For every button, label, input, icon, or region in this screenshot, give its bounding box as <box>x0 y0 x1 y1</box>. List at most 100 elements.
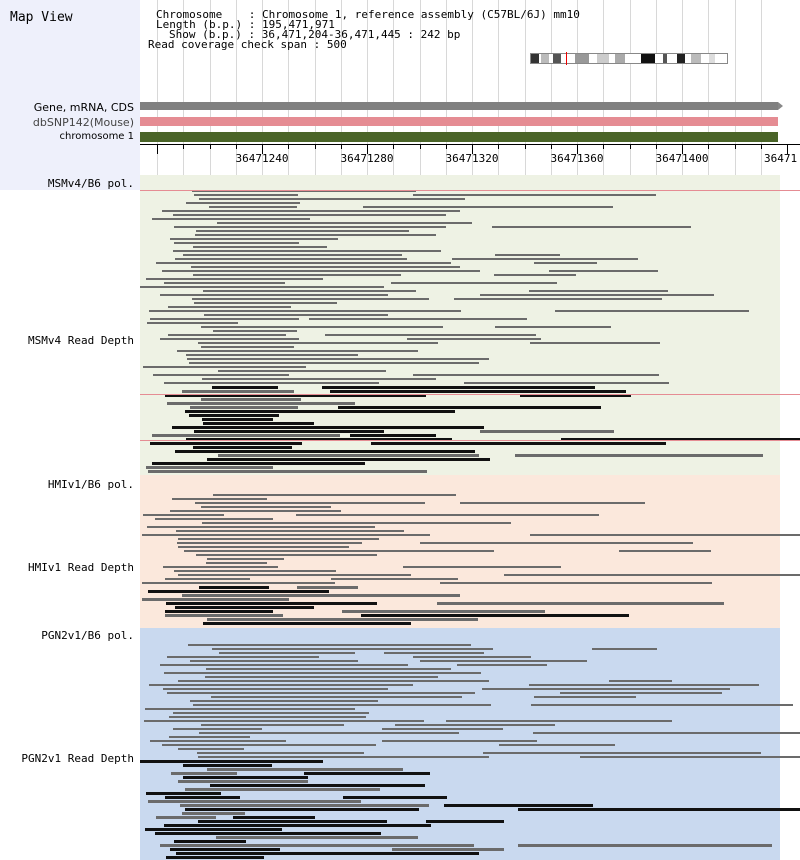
msm-read[interactable] <box>196 230 409 232</box>
hmi-read[interactable] <box>213 494 456 496</box>
msm-read[interactable] <box>549 270 658 272</box>
msm-read[interactable] <box>140 286 384 288</box>
pgn-read[interactable] <box>205 676 438 678</box>
pgn-read[interactable] <box>188 644 471 646</box>
pgn-read[interactable] <box>167 692 475 694</box>
pgn-read[interactable] <box>212 648 493 650</box>
msm-read[interactable] <box>193 246 327 248</box>
msm-read[interactable] <box>203 422 314 425</box>
msm-read[interactable] <box>330 390 626 393</box>
msm-read[interactable] <box>492 226 691 228</box>
hmi-read[interactable] <box>619 550 711 552</box>
pgn-read[interactable] <box>198 820 387 823</box>
pgn-read[interactable] <box>183 764 272 767</box>
pgn-read[interactable] <box>180 804 429 807</box>
hmi-read[interactable] <box>165 578 250 580</box>
hmi-read[interactable] <box>361 614 629 617</box>
msm-read[interactable] <box>150 318 299 320</box>
msm-read[interactable] <box>152 462 365 465</box>
hmi-read[interactable] <box>331 578 458 580</box>
msm-read[interactable] <box>187 358 489 360</box>
pgn-read[interactable] <box>382 740 537 742</box>
pgn-read[interactable] <box>446 720 672 722</box>
hmi-read[interactable] <box>175 606 314 609</box>
hmi-read[interactable] <box>207 558 284 560</box>
msm-read[interactable] <box>193 446 292 449</box>
msm-read[interactable] <box>186 438 452 441</box>
msm-read[interactable] <box>175 450 475 453</box>
hmi-read[interactable] <box>143 514 224 516</box>
msm-read[interactable] <box>204 314 388 316</box>
msm-read[interactable] <box>162 210 460 212</box>
pgn-read[interactable] <box>609 680 672 682</box>
hmi-read[interactable] <box>403 566 561 568</box>
pgn-read[interactable] <box>482 688 730 690</box>
msm-read[interactable] <box>160 338 299 340</box>
pgn-read[interactable] <box>201 724 344 726</box>
pgn-read[interactable] <box>167 656 319 658</box>
msm-read[interactable] <box>193 274 401 276</box>
pgn-read[interactable] <box>182 812 245 815</box>
hmi-read[interactable] <box>142 534 430 536</box>
msm-read[interactable] <box>202 378 436 380</box>
hmi-read[interactable] <box>440 582 712 584</box>
msm-read[interactable] <box>175 258 407 260</box>
hmi-read[interactable] <box>296 514 599 516</box>
pgn-read[interactable] <box>166 856 264 859</box>
pgn-read[interactable] <box>216 836 418 839</box>
msm-read[interactable] <box>561 438 800 441</box>
pgn-read[interactable] <box>384 652 484 654</box>
msm-read[interactable] <box>170 238 338 240</box>
hmi-read[interactable] <box>196 554 377 556</box>
pgn-read[interactable] <box>164 824 431 827</box>
msm-read[interactable] <box>168 306 291 308</box>
pgn-read[interactable] <box>533 732 800 734</box>
pgn-read[interactable] <box>150 740 286 742</box>
msm-read[interactable] <box>218 454 479 457</box>
msm-read[interactable] <box>148 470 427 473</box>
pgn-read[interactable] <box>392 848 504 851</box>
msm-read[interactable] <box>209 206 297 208</box>
pgn-read[interactable] <box>426 820 504 823</box>
msm-read[interactable] <box>190 406 298 409</box>
msm-read[interactable] <box>186 202 300 204</box>
pgn-read[interactable] <box>211 696 462 698</box>
msm-read[interactable] <box>218 370 386 372</box>
msm-read[interactable] <box>146 278 323 280</box>
hmi-read[interactable] <box>207 618 478 621</box>
msm-read[interactable] <box>350 434 436 437</box>
hmi-read[interactable] <box>163 566 278 568</box>
hmi-read[interactable] <box>142 582 335 584</box>
msm-read[interactable] <box>156 262 451 264</box>
pgn-read[interactable] <box>174 840 246 843</box>
msm-read[interactable] <box>194 302 337 304</box>
msm-read[interactable] <box>495 326 611 328</box>
msm-read[interactable] <box>363 206 613 208</box>
pgn-read[interactable] <box>149 684 413 686</box>
hmi-read[interactable] <box>530 534 800 536</box>
pgn-read[interactable] <box>210 784 425 787</box>
hmi-read[interactable] <box>176 530 404 532</box>
pgn-read[interactable] <box>444 804 593 807</box>
hmi-read[interactable] <box>148 590 329 593</box>
msm-read[interactable] <box>182 390 294 393</box>
msm-read[interactable] <box>177 350 418 352</box>
msm-read[interactable] <box>172 426 484 429</box>
pgn-read[interactable] <box>176 852 479 855</box>
hmi-read[interactable] <box>195 502 425 504</box>
pgn-read[interactable] <box>160 664 408 666</box>
msm-read[interactable] <box>194 430 384 433</box>
msm-read[interactable] <box>413 374 659 376</box>
msm-read[interactable] <box>529 290 668 292</box>
pgn-read[interactable] <box>343 796 447 799</box>
pgn-read[interactable] <box>580 756 800 758</box>
hmi-read[interactable] <box>297 586 358 589</box>
pgn-read[interactable] <box>193 704 491 706</box>
msm-read[interactable] <box>203 290 416 292</box>
pgn-read[interactable] <box>518 808 800 811</box>
msm-read[interactable] <box>495 254 560 256</box>
pgn-read[interactable] <box>518 844 772 847</box>
hmi-read[interactable] <box>172 498 267 500</box>
msm-read[interactable] <box>174 226 446 228</box>
msm-read[interactable] <box>167 402 355 405</box>
